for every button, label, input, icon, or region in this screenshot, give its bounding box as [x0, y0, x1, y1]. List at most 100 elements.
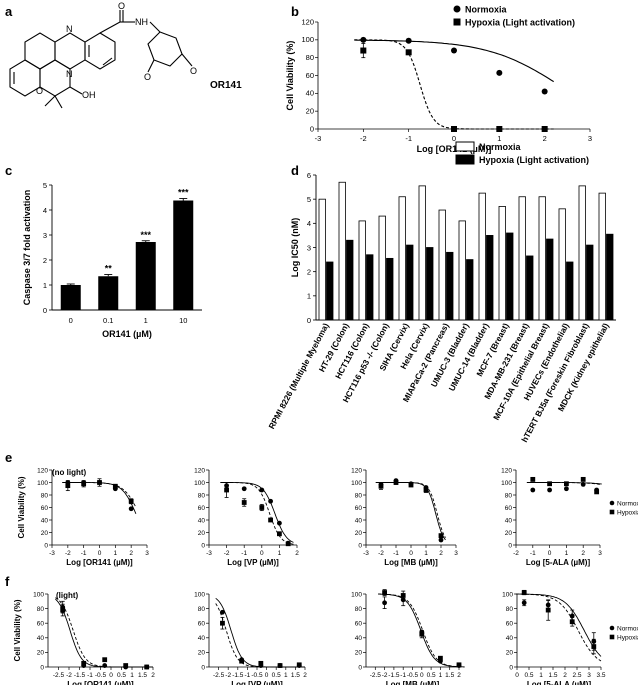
series-e1-hypoxia	[62, 478, 137, 508]
x-tick-label: 2	[581, 550, 585, 557]
y-tick-label: 40	[41, 517, 49, 524]
data-point	[268, 517, 273, 523]
y-tick-label: 80	[505, 492, 513, 499]
series-f3-hypoxia	[378, 589, 465, 668]
x-tick-label: 0	[109, 672, 113, 679]
x-tick-label: 1	[130, 672, 134, 679]
data-point	[97, 480, 102, 485]
fit-curve-normoxia	[354, 39, 554, 83]
data-point	[408, 482, 414, 488]
panel-label-f: f	[5, 574, 10, 589]
y-tick-label: 80	[506, 606, 514, 613]
x-tick-label: -1	[393, 550, 399, 557]
legend-label-hypoxia: Hypoxia (Light activation)	[465, 18, 575, 28]
x-tick-label: 0.5	[427, 672, 436, 679]
y-axis-label-b: Cell Viability (%)	[285, 41, 295, 111]
data-point	[521, 600, 527, 606]
series-f2-normoxia	[215, 597, 305, 668]
data-point	[258, 660, 264, 666]
legend-label-normoxia: Normoxia	[479, 142, 522, 152]
data-point	[496, 69, 503, 76]
x-tick-label: -1	[87, 672, 93, 679]
data-point	[419, 631, 425, 637]
y-tick-label: 40	[506, 635, 514, 642]
bar-normoxia	[358, 220, 366, 321]
panel-label-e: e	[5, 450, 12, 465]
x-axis-label-e1: Log [OR141 (µM)]	[66, 558, 133, 567]
y-tick-label: 0	[508, 542, 512, 549]
legend-marker	[453, 18, 461, 26]
fit-curve-hypoxia	[220, 482, 294, 545]
y-tick-label: 60	[506, 621, 514, 628]
panel-label-d: d	[291, 163, 299, 178]
x-tick-label: 0	[260, 550, 264, 557]
data-point	[360, 47, 367, 54]
x-tick-label: 3	[454, 550, 458, 557]
bar-normoxia	[338, 181, 346, 321]
series-f4-hypoxia	[515, 589, 602, 662]
series-b-normoxia	[354, 36, 554, 95]
y-tick-label: 20	[37, 650, 45, 657]
significance-label: ***	[140, 230, 151, 240]
data-point	[220, 620, 225, 626]
x-tick-label: -1	[241, 550, 247, 557]
x-tick-label: 3	[587, 672, 591, 679]
data-point	[102, 657, 108, 663]
y-tick-label: 100	[351, 480, 362, 487]
x-tick-label: -0.5	[407, 672, 419, 679]
x-tick-label: 3	[145, 550, 149, 557]
x-tick-label: -1.5	[388, 672, 400, 679]
x-tick-label: 1	[565, 550, 569, 557]
x-tick-label: 0	[69, 316, 73, 325]
x-axis-label-f3: Log [MB (µM)]	[386, 680, 440, 685]
x-tick-label: 2	[295, 550, 299, 557]
y-tick-label: 60	[198, 505, 206, 512]
bar-normoxia	[538, 196, 546, 321]
fit-curve-hypoxia	[215, 603, 305, 668]
x-tick-label: -1	[400, 672, 406, 679]
data-point	[530, 476, 536, 482]
y-tick-label: 4	[43, 206, 47, 215]
y-tick-label: 20	[41, 530, 49, 537]
y-tick-label: 80	[355, 606, 363, 613]
y-tick-label: 0	[40, 664, 44, 671]
series-e2-normoxia	[220, 482, 294, 546]
series-e3-hypoxia	[375, 480, 446, 539]
significance-label: **	[105, 264, 113, 274]
bar-hypoxia	[366, 254, 374, 321]
bar-hypoxia	[346, 239, 354, 321]
x-tick-label: -1	[405, 134, 412, 143]
data-point	[241, 500, 247, 505]
fit-curve-hypoxia	[375, 482, 446, 538]
bar-hypoxia	[406, 244, 414, 321]
fit-curve-normoxia	[220, 482, 294, 543]
data-point	[259, 487, 265, 493]
bar-hypoxia	[466, 259, 474, 321]
bar-hypoxia	[586, 244, 594, 321]
x-tick-label: 2	[129, 550, 133, 557]
data-point	[277, 531, 282, 537]
panel-f-note: (light)	[56, 591, 79, 600]
y-tick-label: 20	[506, 650, 514, 657]
data-point	[564, 486, 569, 492]
legend-label-hypoxia: Hypoxia	[617, 509, 638, 516]
structure-labels: O NH N N O O O OH	[36, 1, 197, 100]
x-tick-label: -2	[224, 550, 230, 557]
y-tick-label: 60	[355, 505, 363, 512]
legend-marker	[609, 634, 615, 640]
y-axis-label-f1: Cell Viability (%)	[13, 599, 22, 661]
bar-normoxia	[578, 185, 586, 321]
data-point	[545, 607, 551, 613]
data-point	[144, 664, 150, 670]
bar-hypoxia	[426, 247, 434, 321]
x-axis-label-c: OR141 (µM)	[102, 329, 152, 339]
x-tick-label: RPMI 8226 (Multiple Myeloma)	[266, 321, 331, 431]
x-tick-label: -2	[65, 550, 71, 557]
y-tick-label: 100	[194, 591, 205, 598]
x-axis-label-e2: Log [VP (µM)]	[227, 558, 279, 567]
data-point	[438, 537, 444, 543]
bar-normoxia	[418, 185, 426, 321]
